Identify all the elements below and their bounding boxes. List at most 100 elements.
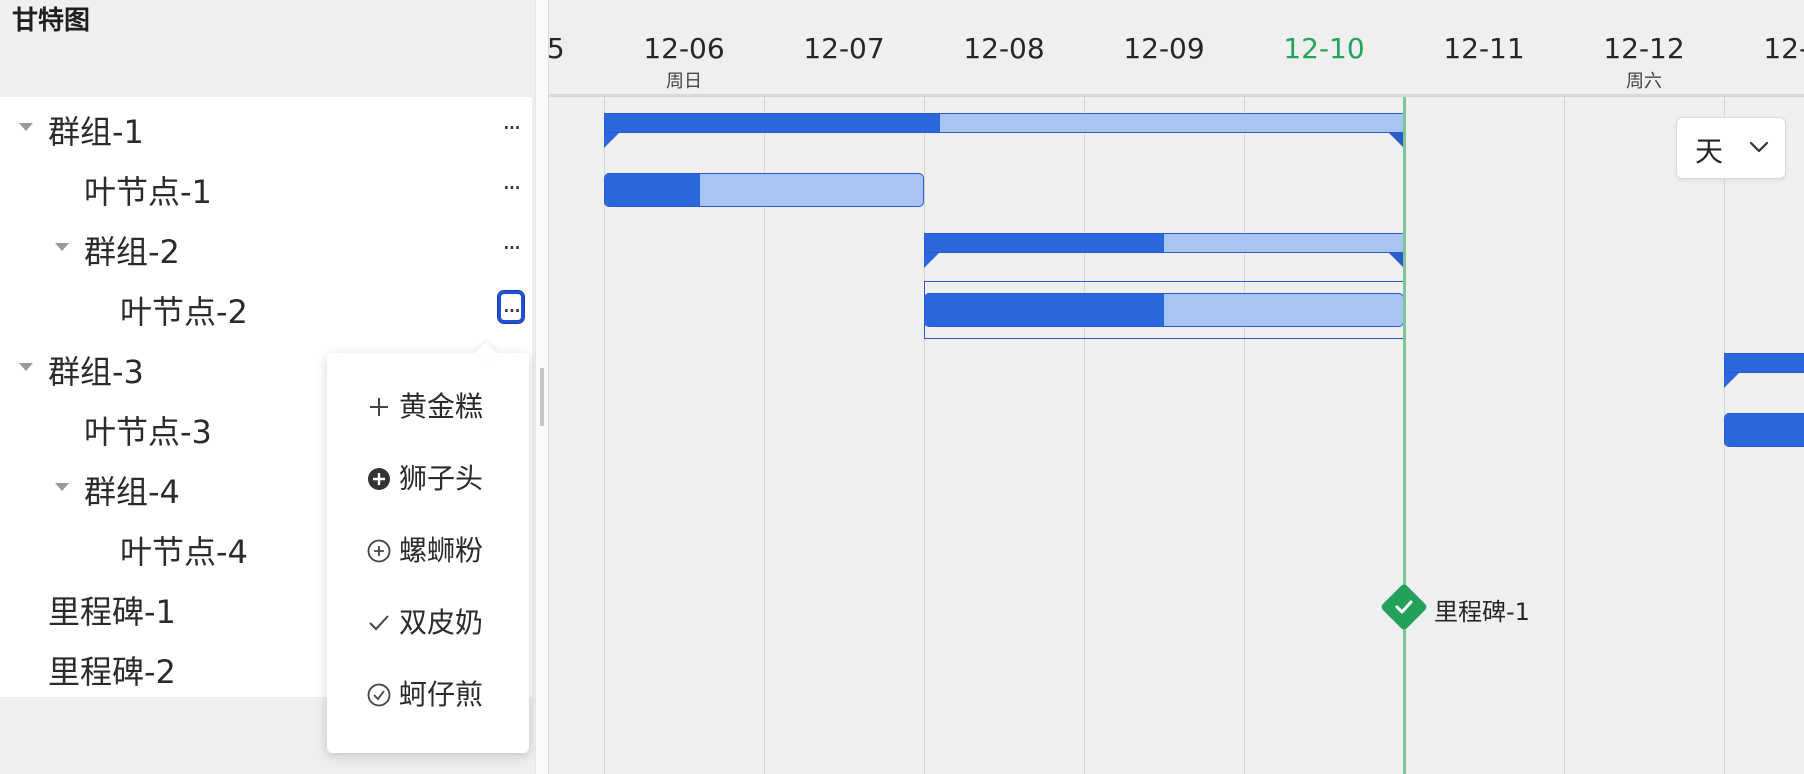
time-scale-value: 天 xyxy=(1695,135,1724,168)
weekday-label xyxy=(764,67,924,89)
menu-item[interactable]: 双皮奶 xyxy=(367,603,517,643)
day-gridline xyxy=(924,0,925,774)
menu-item-label: 螺蛳粉 xyxy=(399,534,484,567)
group-bar-cap xyxy=(924,253,939,268)
weekday-label xyxy=(924,67,1084,89)
group-bar-cap xyxy=(604,133,619,148)
more-actions-button[interactable]: ... xyxy=(502,227,522,255)
weekday-label xyxy=(1404,67,1564,89)
bar-progress xyxy=(1725,414,1804,446)
group-bar[interactable] xyxy=(924,233,1404,268)
weekday-label xyxy=(1084,67,1244,89)
tree-row-label: 叶节点-4 xyxy=(120,533,248,571)
check-icon xyxy=(1395,600,1413,614)
menu-item[interactable]: 螺蛳粉 xyxy=(367,531,517,571)
splitter-handle[interactable] xyxy=(540,368,544,426)
bar-progress xyxy=(925,234,1164,252)
bar-progress xyxy=(605,114,941,132)
day-gridline xyxy=(764,0,765,774)
task-tree-panel: 甘特图 群组-1... 叶节点-1... 群组-2... 叶节点-2... 群组-3 叶节… xyxy=(0,0,535,774)
chevron-down-icon xyxy=(1749,141,1769,153)
more-actions-button[interactable]: ... xyxy=(498,291,524,323)
row-actions-menu: 黄金糕狮子头螺蛳粉双皮奶蚵仔煎 xyxy=(327,341,529,753)
bar-progress xyxy=(925,294,1164,326)
menu-item[interactable]: 狮子头 xyxy=(367,459,517,499)
tree-row[interactable]: 叶节点-2... xyxy=(0,277,532,337)
milestone-label: 里程碑-1 xyxy=(1434,598,1530,626)
menu-item-label: 狮子头 xyxy=(399,462,484,495)
weekday-label: 周日 xyxy=(666,71,702,92)
day-gridline xyxy=(1244,0,1245,774)
day-column-header: 12-10 xyxy=(1244,32,1404,89)
weekday-label: 周六 xyxy=(549,67,604,89)
task-bar[interactable] xyxy=(604,173,924,207)
tree-row-label: 群组-2 xyxy=(84,233,180,271)
day-gridline xyxy=(604,0,605,774)
day-label: 12-11 xyxy=(1443,32,1525,65)
check-circle-icon xyxy=(367,683,391,707)
caret-down-icon[interactable] xyxy=(19,123,33,131)
day-gridline xyxy=(1084,0,1085,774)
tree-row-label: 群组-1 xyxy=(48,113,144,151)
day-column-header: 12-08 xyxy=(924,32,1084,89)
more-actions-button[interactable]: ... xyxy=(502,107,522,135)
tree-row-label: 群组-3 xyxy=(48,353,144,391)
group-bar[interactable] xyxy=(1724,353,1804,388)
caret-down-icon[interactable] xyxy=(55,243,69,251)
group-bar[interactable] xyxy=(604,113,1404,148)
group-bar-cap xyxy=(1389,133,1404,148)
group-bar-cap xyxy=(1389,253,1404,268)
day-column-header: 12-12 周六 xyxy=(1564,32,1724,92)
tree-row[interactable]: 里程碑-1 xyxy=(0,577,532,637)
day-gridline xyxy=(1564,0,1565,774)
tree-row-label: 叶节点-2 xyxy=(120,293,248,331)
tree-row[interactable]: 群组-1... xyxy=(0,97,532,157)
day-label: 12-06 xyxy=(643,32,725,65)
time-scale-select[interactable]: 天 xyxy=(1676,117,1786,179)
weekday-label xyxy=(1724,67,1804,89)
tree-row-label: 叶节点-3 xyxy=(84,413,212,451)
panel-splitter[interactable] xyxy=(535,0,549,774)
tree-row[interactable]: 叶节点-4 xyxy=(0,517,532,577)
timeline-header: 12-05 周六 12-06 周日 12-07 12-08 12-09 12-10 12-11 1… xyxy=(549,0,1804,97)
menu-item[interactable]: 黄金糕 xyxy=(367,387,517,427)
day-column-header: 12-05 周六 xyxy=(549,32,604,89)
tree-row-label: 叶节点-1 xyxy=(84,173,212,211)
tree-row[interactable]: 群组-3 xyxy=(0,337,532,397)
menu-item-label: 双皮奶 xyxy=(399,606,484,639)
tree-row-label: 里程碑-2 xyxy=(48,653,176,691)
more-actions-button[interactable]: ... xyxy=(502,167,522,195)
tree-row[interactable]: 群组-2... xyxy=(0,217,532,277)
day-column-header: 12-06 周日 xyxy=(604,32,764,92)
group-bar-cap xyxy=(1724,373,1739,388)
check-icon xyxy=(369,615,389,631)
caret-down-icon[interactable] xyxy=(55,483,69,491)
today-line xyxy=(1403,97,1406,774)
task-bar[interactable] xyxy=(924,293,1404,327)
weekday-label xyxy=(1244,67,1404,89)
task-bar[interactable] xyxy=(1724,413,1804,447)
plus-circle-outline-icon xyxy=(367,539,391,563)
day-label: 12-09 xyxy=(1123,32,1205,65)
tree-row[interactable]: 叶节点-3 xyxy=(0,397,532,457)
menu-item[interactable]: 蚵仔煎 xyxy=(367,675,517,715)
tree-row[interactable]: 里程碑-2 xyxy=(0,637,532,697)
day-label: 12-08 xyxy=(963,32,1045,65)
tree-row-label: 里程碑-1 xyxy=(48,593,176,631)
menu-item-label: 黄金糕 xyxy=(399,390,484,423)
tree-row[interactable]: 叶节点-1... xyxy=(0,157,532,217)
day-column-header: 12-11 xyxy=(1404,32,1564,89)
day-label: 12-05 xyxy=(549,32,565,65)
day-column-header: 12-13 xyxy=(1724,32,1804,89)
tree-row-label: 群组-4 xyxy=(84,473,180,511)
bar-progress xyxy=(605,174,701,206)
caret-down-icon[interactable] xyxy=(19,363,33,371)
weekday-label: 周六 xyxy=(1626,71,1662,92)
plus-icon xyxy=(370,398,388,416)
day-column-header: 12-09 xyxy=(1084,32,1244,89)
panel-title: 甘特图 xyxy=(12,6,91,36)
day-label: 12-13 xyxy=(1763,32,1804,65)
day-column-header: 12-07 xyxy=(764,32,924,89)
day-label: 12-07 xyxy=(803,32,885,65)
tree-row[interactable]: 群组-4 xyxy=(0,457,532,517)
